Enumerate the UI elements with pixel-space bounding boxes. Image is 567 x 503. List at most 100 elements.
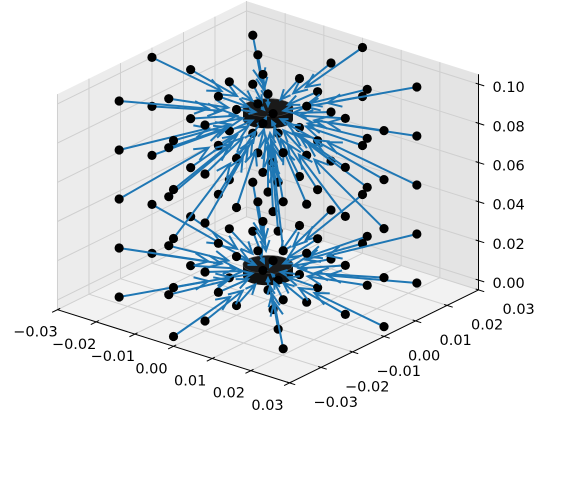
sample-point — [412, 229, 422, 239]
sample-point — [412, 131, 422, 141]
field-arrow — [217, 124, 251, 147]
x-tick — [129, 332, 138, 338]
sample-point — [357, 189, 368, 200]
field-arrow — [296, 260, 346, 275]
sample-point — [412, 278, 422, 288]
sample-point — [263, 187, 273, 197]
x-tick — [90, 320, 100, 325]
field-arrow — [325, 233, 418, 260]
sample-point — [379, 224, 389, 234]
sample-point — [231, 104, 242, 115]
field-arrow — [278, 77, 301, 102]
y-tick-label: −0.03 — [314, 395, 358, 411]
field-arrow — [311, 115, 385, 132]
gridline-floor-y — [214, 231, 448, 306]
gridline-back-z — [246, 128, 479, 203]
sample-point — [302, 199, 312, 209]
sample-point — [253, 197, 263, 207]
sample-point — [258, 216, 268, 227]
x-tick-label: 0.01 — [174, 374, 206, 390]
x-tick — [51, 307, 61, 313]
field-marks — [114, 30, 422, 354]
sample-point — [357, 42, 368, 53]
sample-point — [362, 182, 372, 192]
z-tick-label: 0.00 — [493, 276, 525, 292]
sample-point — [278, 246, 288, 256]
sample-point — [340, 113, 350, 123]
z-tick-label: 0.10 — [493, 80, 525, 96]
field-arrow — [291, 209, 332, 248]
field-arrow — [168, 97, 231, 113]
sample-point — [231, 300, 242, 311]
gridline-floor-y — [151, 262, 385, 337]
field-arrow — [217, 278, 251, 294]
field-arrow — [228, 228, 255, 256]
sample-point — [278, 148, 288, 158]
y-tick-label: 0.00 — [408, 348, 440, 364]
field-arrow — [297, 152, 347, 218]
x-tick — [283, 381, 293, 386]
gridline-floor-y — [120, 278, 353, 353]
field-arrow — [204, 113, 246, 128]
field-arrow — [228, 81, 255, 103]
sample-point — [258, 265, 268, 276]
field-arrow — [204, 264, 246, 279]
sample-point — [168, 233, 179, 244]
field-arrow — [311, 266, 385, 282]
sample-point — [362, 280, 372, 290]
y-tick — [380, 335, 390, 339]
z-tick-label: 0.02 — [493, 237, 525, 253]
z-tick-label: 0.08 — [493, 119, 525, 135]
y-tick-label: 0.01 — [440, 333, 472, 349]
y-tick — [412, 319, 422, 324]
sample-point — [313, 283, 323, 293]
field-arrow — [168, 276, 231, 296]
z-tick — [475, 278, 485, 283]
field-arrow — [281, 281, 308, 303]
axis-ticks: −0.03−0.02−0.010.000.010.020.03 −0.03−0.0… — [13, 80, 535, 414]
sample-point — [114, 96, 124, 106]
sample-point — [340, 162, 350, 172]
sample-point — [147, 199, 157, 209]
sample-point — [248, 79, 258, 89]
sample-point — [412, 82, 422, 92]
sample-point — [213, 287, 223, 297]
field-arrow — [325, 269, 417, 284]
field-arrow — [312, 138, 385, 181]
sample-point — [168, 184, 179, 195]
sample-point — [313, 185, 323, 195]
x-tick-label: −0.01 — [91, 349, 135, 365]
sample-point — [340, 260, 350, 270]
sample-point — [362, 84, 372, 94]
field-arrow — [269, 146, 285, 202]
field-arrow — [217, 143, 250, 195]
field-arrow — [172, 142, 233, 191]
sample-point — [253, 246, 263, 256]
x-tick — [167, 344, 177, 350]
y-tick-label: 0.03 — [503, 302, 535, 318]
z-tick-label: 0.04 — [493, 198, 525, 214]
field-arrow — [281, 128, 308, 156]
sample-point — [231, 251, 242, 262]
sample-point — [379, 273, 389, 283]
field-arrow — [118, 247, 211, 267]
sample-point — [164, 241, 174, 251]
sample-point — [379, 322, 389, 332]
sample-point — [231, 202, 242, 213]
field-arrow — [172, 295, 233, 338]
sample-point — [379, 126, 389, 136]
sample-point — [268, 255, 278, 266]
y-tick — [443, 304, 453, 308]
sample-point — [326, 107, 336, 117]
field-arrow — [190, 68, 240, 98]
z-tick — [475, 121, 485, 126]
z-tick — [475, 161, 485, 165]
sample-point — [340, 309, 350, 319]
field-arrow — [269, 299, 285, 349]
y-tick-label: 0.02 — [471, 317, 503, 333]
sample-point — [412, 180, 422, 190]
z-tick — [475, 82, 485, 87]
x-tick — [206, 356, 216, 362]
y-tick — [349, 350, 359, 355]
